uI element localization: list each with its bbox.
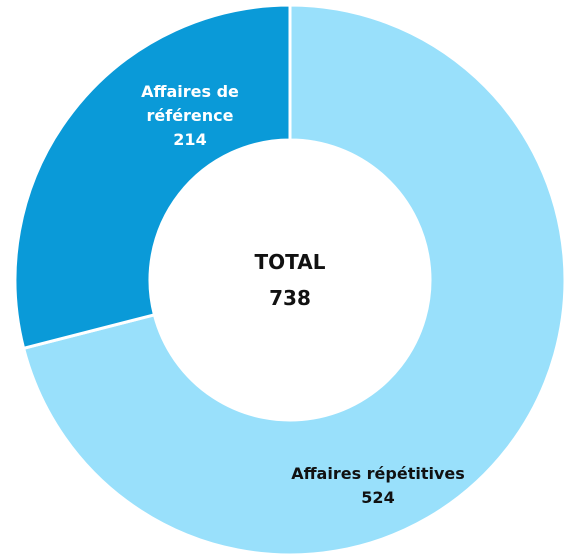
slice-name: Affaires de référence: [141, 82, 239, 125]
slice-label: Affaires de référence 214: [125, 80, 255, 152]
donut-slice: [21, 3, 565, 557]
slice-value: 524: [361, 488, 395, 507]
center-total: 738: [269, 286, 311, 310]
slice-label: Affaires répétitives 524: [248, 462, 508, 510]
slice-name: Affaires répétitives: [291, 464, 465, 483]
center-label: TOTAL 738: [255, 244, 326, 316]
center-title: TOTAL: [254, 250, 326, 274]
donut-slice: [13, 3, 292, 351]
slice-value: 214: [173, 130, 207, 149]
